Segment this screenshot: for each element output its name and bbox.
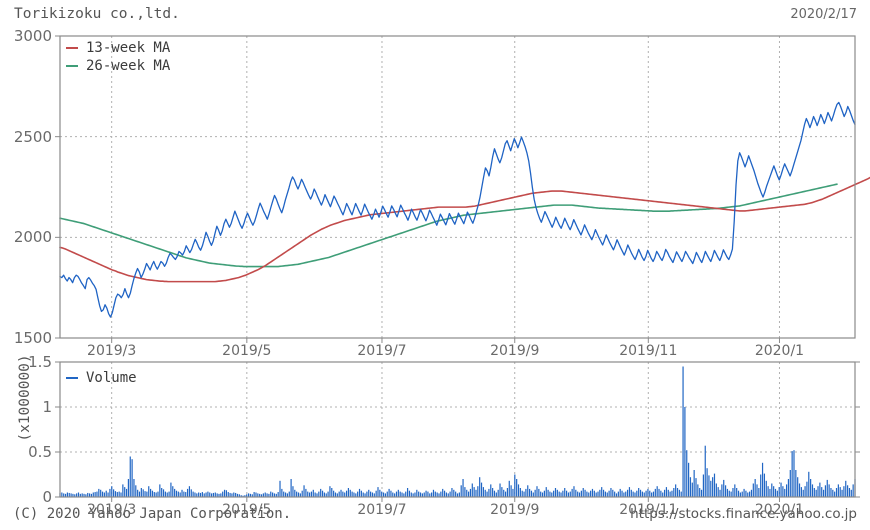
price-y-tick-2500: 2500 bbox=[13, 127, 52, 146]
price-x-tick-2: 2019/7 bbox=[357, 343, 407, 359]
price-x-tick-4: 2019/11 bbox=[619, 343, 678, 359]
price-legend-swatch-1 bbox=[66, 65, 78, 67]
price-y-tick-3000: 3000 bbox=[13, 27, 52, 45]
volume-x-tick-4: 2019/11 bbox=[619, 502, 678, 518]
volume-legend-swatch-0 bbox=[66, 377, 78, 379]
volume-legend-label-0: Volume bbox=[86, 370, 137, 386]
page-title: Torikizoku co.,ltd. bbox=[14, 6, 180, 22]
volume-x-tick-1: 2019/5 bbox=[222, 502, 272, 518]
price-legend-label-0: 13-week MA bbox=[86, 40, 171, 56]
source-url: https://stocks.finance.yahoo.co.jp bbox=[630, 506, 857, 522]
volume-x-tick-2: 2019/7 bbox=[357, 502, 407, 518]
volume-x-tick-5: 2020/1 bbox=[754, 502, 805, 518]
volume-x-tick-0: 2019/3 bbox=[87, 502, 137, 518]
volume-y-tick-0.5: 0.5 bbox=[28, 443, 52, 461]
price-x-tick-0: 2019/3 bbox=[87, 343, 137, 359]
volume-x-tick-3: 2019/9 bbox=[490, 502, 540, 518]
volume-y-tick-1.5: 1.5 bbox=[28, 353, 52, 371]
price-x-tick-5: 2020/1 bbox=[754, 343, 805, 359]
price-legend-label-1: 26-week MA bbox=[86, 58, 171, 74]
price-legend-swatch-0 bbox=[66, 47, 78, 49]
price-x-tick-3: 2019/9 bbox=[490, 343, 540, 359]
volume-y-tick-1: 1 bbox=[42, 398, 52, 416]
price-x-tick-1: 2019/5 bbox=[222, 343, 272, 359]
volume-y-tick-0: 0 bbox=[42, 488, 52, 506]
price-y-tick-1500: 1500 bbox=[13, 329, 52, 347]
copyright-notice: (C) 2020 Yahoo Japan Corporation. bbox=[13, 506, 292, 522]
price-y-tick-2000: 2000 bbox=[13, 228, 52, 247]
chart-date-label: 2020/2/17 bbox=[790, 7, 857, 22]
